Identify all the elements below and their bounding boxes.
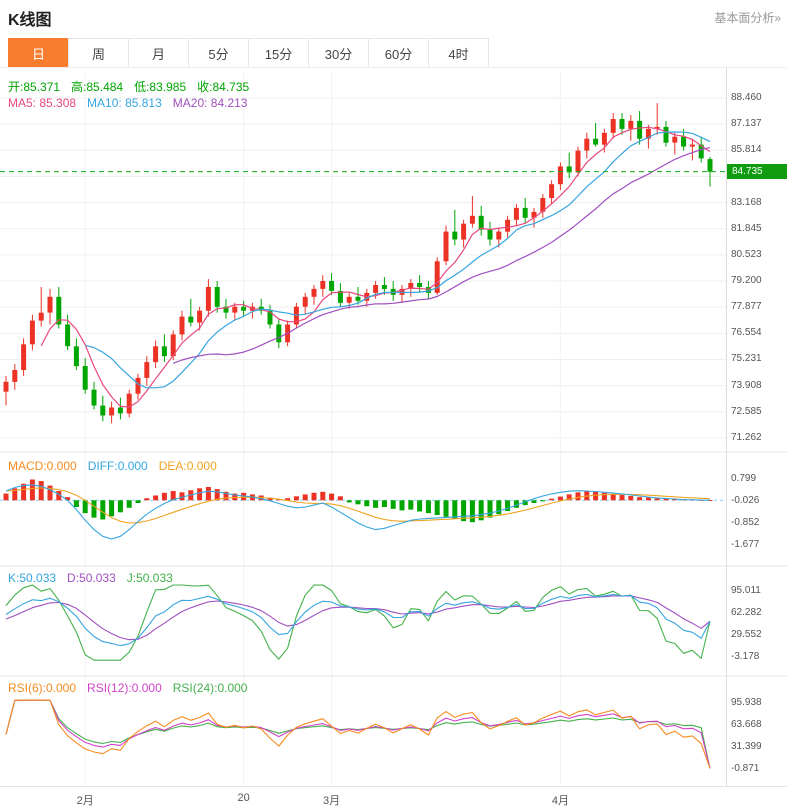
y-axis-tick: 62.282 xyxy=(731,607,762,618)
y-axis-tick: -0.871 xyxy=(731,762,760,774)
y-axis-tick: 80.523 xyxy=(731,248,762,260)
tab-5min[interactable]: 5分 xyxy=(188,38,249,68)
y-axis-tick: -1.677 xyxy=(731,539,760,551)
y-axis-tick: -0.852 xyxy=(731,517,760,529)
tab-month[interactable]: 月 xyxy=(128,38,189,68)
tab-4hour[interactable]: 4时 xyxy=(428,38,489,68)
y-axis-tick: 71.262 xyxy=(731,431,762,443)
x-axis-tick: 20 xyxy=(237,792,250,804)
kdj-legend: K:50.033 D:50.033 J:50.033 xyxy=(8,571,184,585)
y-axis-tick: 79.200 xyxy=(731,275,762,287)
legend-item: J:50.033 xyxy=(126,571,173,585)
fundamental-analysis-link[interactable]: 基本面分析» xyxy=(714,11,781,25)
legend-item: MA10: 85.813 xyxy=(87,96,162,110)
legend-item: MA5: 85.308 xyxy=(8,96,77,110)
legend-item: RSI(12):0.000 xyxy=(87,681,162,695)
tab-15min[interactable]: 15分 xyxy=(248,38,309,68)
legend-item: D:50.033 xyxy=(67,571,116,585)
interval-tab-bar: 日周月 5分 15分 30分 60分 4时 xyxy=(8,38,489,68)
legend-item: RSI(6):0.000 xyxy=(8,681,77,695)
ma-legend: MA5: 85.308 MA10: 85.813 MA20: 84.213 xyxy=(8,96,258,110)
ohlc-legend: 开:85.371 高:85.484 低:83.985 收:84.735 xyxy=(8,78,260,95)
legend-item: 开:85.371 xyxy=(8,80,61,94)
tab-day[interactable]: 日 xyxy=(8,38,69,68)
y-axis-tick: 73.908 xyxy=(731,379,762,391)
y-axis-tick: 76.554 xyxy=(731,327,762,339)
y-axis-tick: 87.137 xyxy=(731,118,762,130)
y-axis-tick: 0.799 xyxy=(731,473,757,484)
legend-item: 收:84.735 xyxy=(197,80,250,94)
legend-item: MACD:0.000 xyxy=(8,459,77,473)
legend-item: MA20: 84.213 xyxy=(172,96,248,110)
legend-item: 低:83.985 xyxy=(134,80,187,94)
x-axis-tick: 2月 xyxy=(76,795,94,807)
current-price-badge: 84.735 xyxy=(727,164,787,180)
legend-item: K:50.033 xyxy=(8,571,57,585)
y-axis-tick: 85.814 xyxy=(731,144,762,156)
y-axis-tick: 31.399 xyxy=(731,740,762,752)
y-axis-tick: 77.877 xyxy=(731,301,762,313)
tab-30min[interactable]: 30分 xyxy=(308,38,369,68)
legend-item: RSI(24):0.000 xyxy=(172,681,248,695)
y-axis-tick: 75.231 xyxy=(731,353,762,365)
y-axis-tick: 63.668 xyxy=(731,719,762,730)
tab-divider xyxy=(0,67,787,68)
y-axis-tick: 95.011 xyxy=(731,585,761,596)
y-axis-tick: 72.585 xyxy=(731,405,762,417)
legend-item: DIFF:0.000 xyxy=(87,459,148,473)
macd-legend: MACD:0.000 DIFF:0.000 DEA:0.000 xyxy=(8,459,228,473)
y-axis-tick: 95.938 xyxy=(731,697,762,708)
y-axis-tick: 88.460 xyxy=(731,92,762,103)
legend-item: DEA:0.000 xyxy=(158,459,217,473)
tab-60min[interactable]: 60分 xyxy=(368,38,429,68)
x-axis-tick: 3月 xyxy=(323,795,341,807)
legend-item: 高:85.484 xyxy=(71,80,124,94)
y-axis-tick: -0.026 xyxy=(731,495,760,506)
x-axis-tick: 4月 xyxy=(551,795,569,807)
y-axis-tick: 83.168 xyxy=(731,196,762,208)
y-axis-tick: 81.845 xyxy=(731,222,762,234)
y-axis-tick: 29.552 xyxy=(731,629,762,640)
rsi-legend: RSI(6):0.000 RSI(12):0.000 RSI(24):0.000 xyxy=(8,681,258,695)
y-axis-tick: -3.178 xyxy=(731,651,760,662)
page-title: K线图 xyxy=(8,12,52,29)
